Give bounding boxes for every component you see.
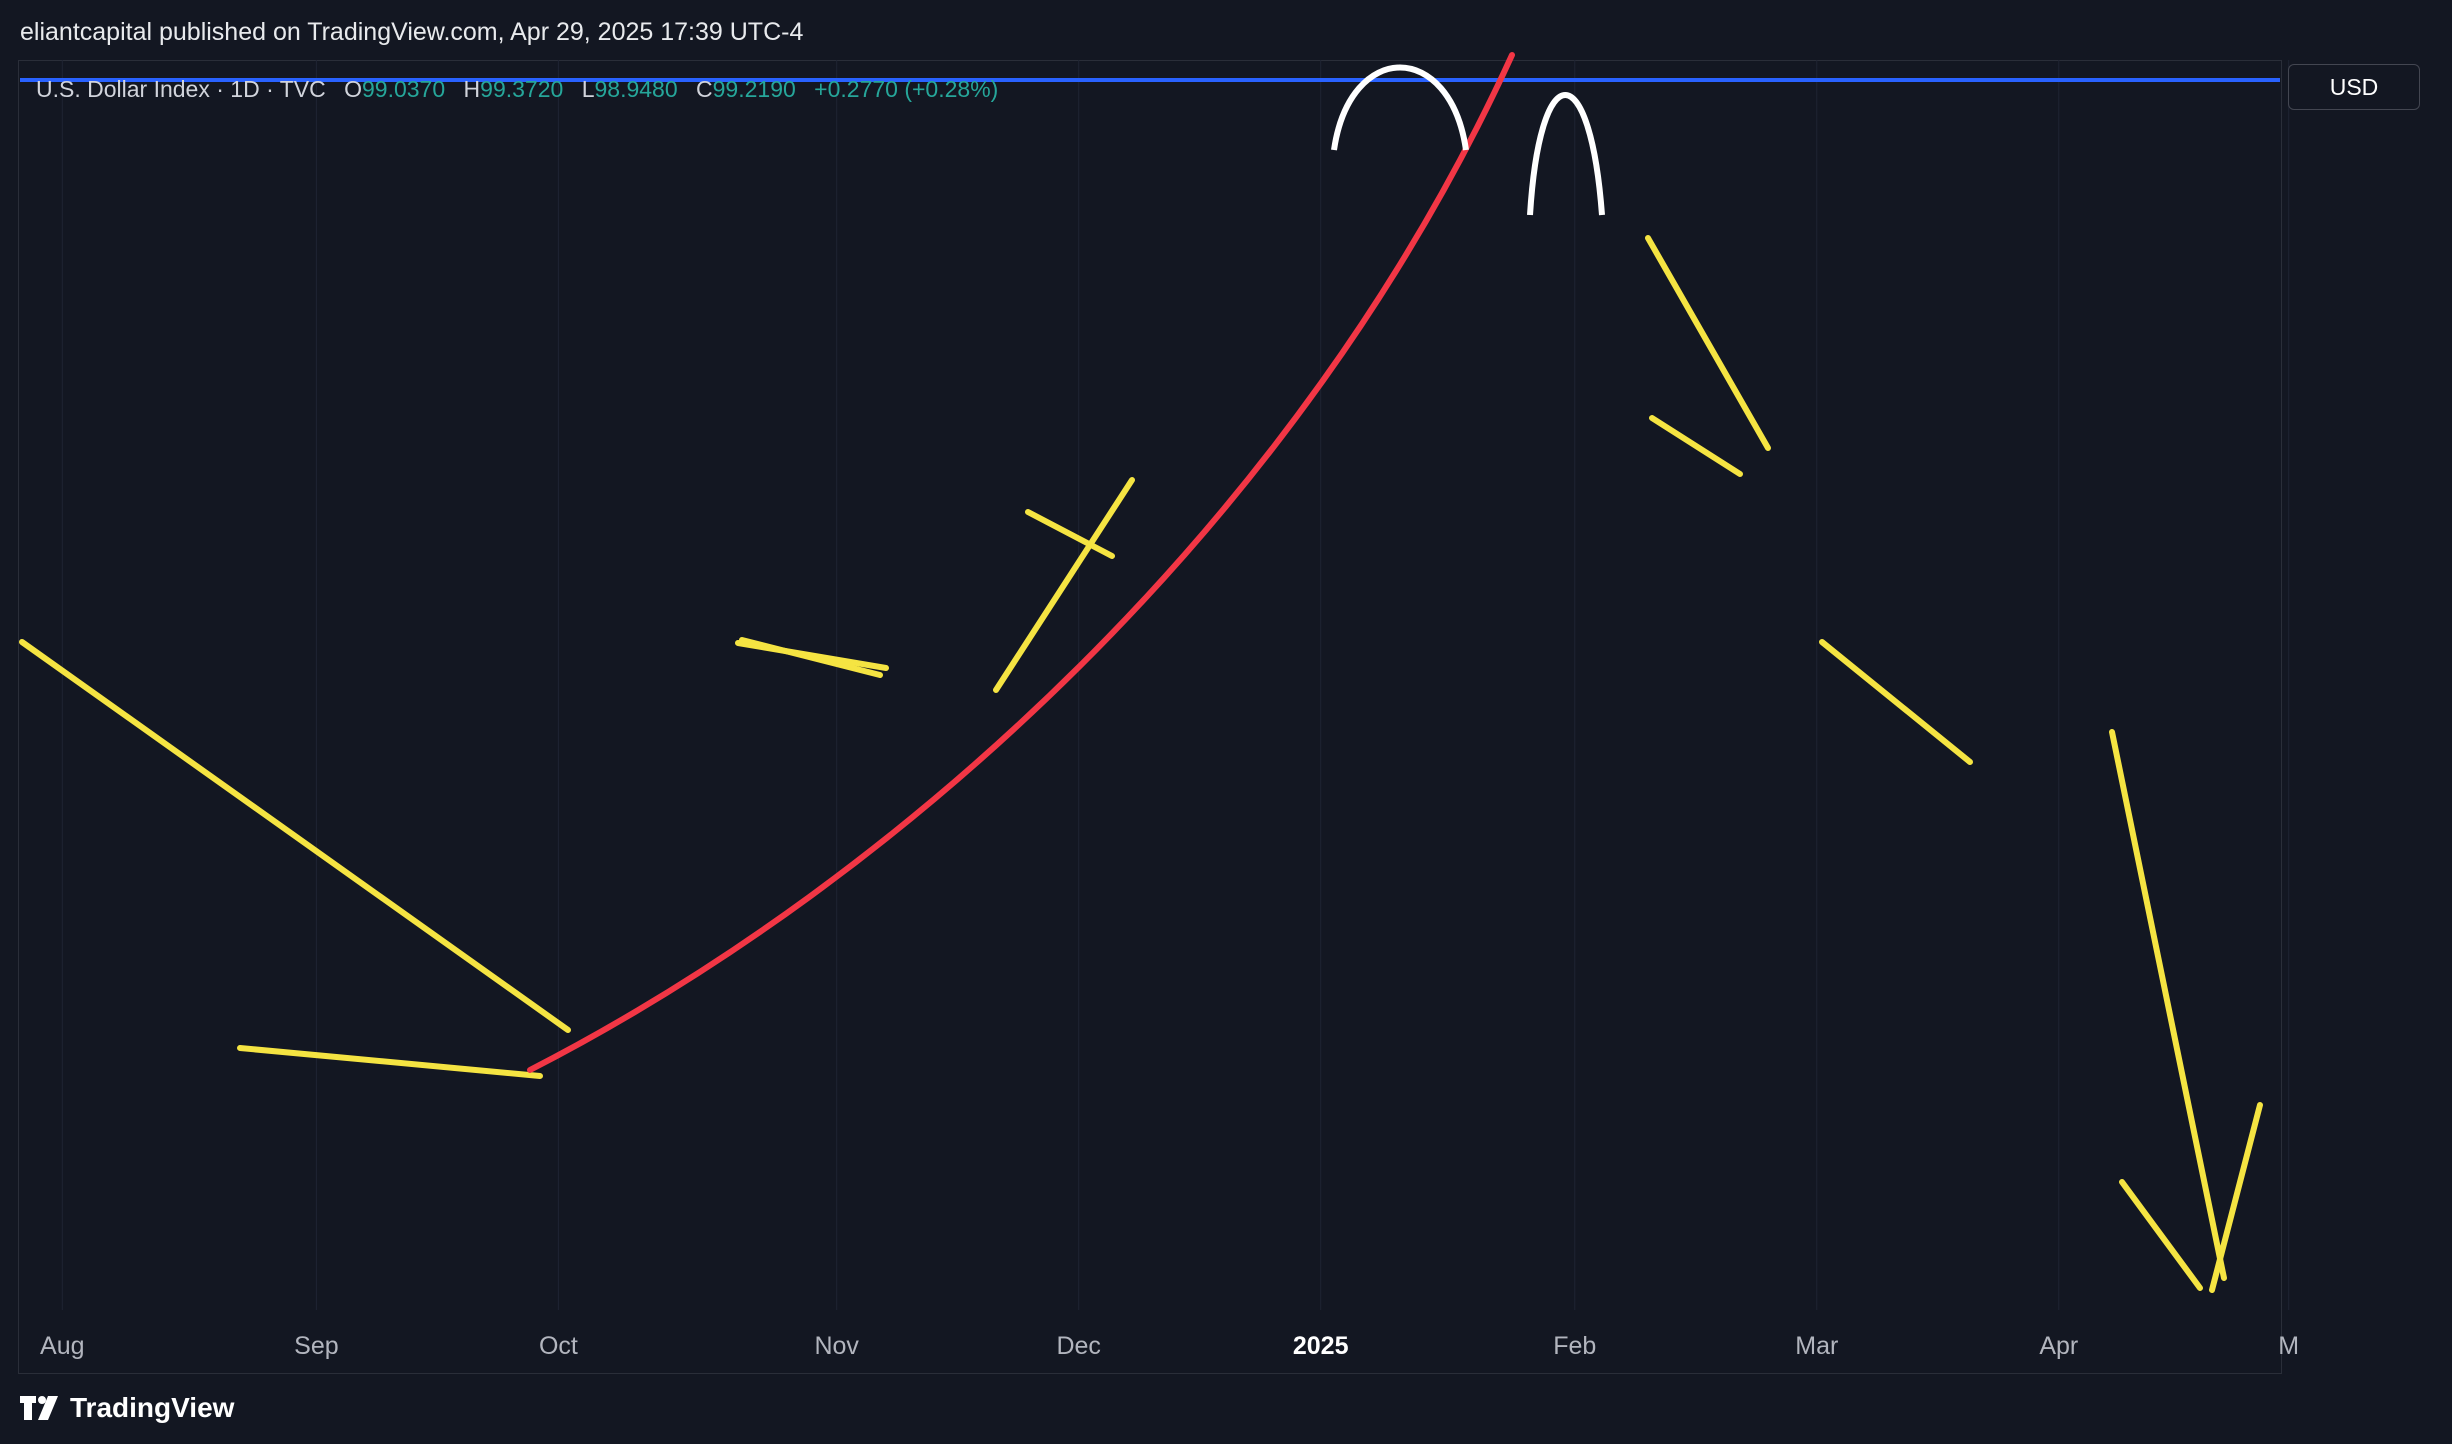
trendline (2119, 1179, 2203, 1291)
trendline (1819, 639, 1973, 765)
x-tick-label: Mar (1795, 1332, 1838, 1360)
publisher-caption: eliantcapital published on TradingView.c… (20, 18, 804, 46)
tradingview-brand: TradingView (70, 1392, 235, 1423)
trendline (739, 637, 883, 678)
tradingview-logo[interactable]: TradingView (20, 1392, 234, 1424)
trendline (19, 639, 571, 1033)
close-value: 99.2190 (712, 76, 796, 102)
low-value: 98.9480 (594, 76, 678, 102)
trendline (2209, 1102, 2263, 1293)
tradingview-logo-icon (20, 1396, 58, 1420)
open-value: 99.0370 (362, 76, 446, 102)
trendline (1645, 235, 1771, 451)
close-label: C (696, 76, 713, 102)
trendlines (19, 235, 2263, 1293)
trendline (1025, 509, 1115, 559)
rounding-arc (527, 52, 1515, 1073)
x-tick-label: Sep (294, 1332, 338, 1360)
high-value: 99.3720 (480, 76, 564, 102)
symbol-name: U.S. Dollar Index · 1D · TVC (36, 76, 326, 102)
currency-button[interactable]: USD (2288, 64, 2420, 110)
x-tick-label: M (2278, 1332, 2299, 1360)
x-tick-label: 2025 (1293, 1332, 1349, 1360)
trendline (2109, 729, 2227, 1281)
x-tick-label: Aug (40, 1332, 84, 1360)
change-value: +0.2770 (+0.28%) (814, 76, 999, 102)
trendline (237, 1045, 543, 1079)
x-tick-label: Oct (539, 1332, 578, 1360)
x-tick-label: Apr (2039, 1332, 2078, 1360)
grid (61, 60, 2290, 1310)
chart-pane[interactable] (18, 60, 2282, 1374)
x-axis: Aug Sep Oct Nov Dec 2025 Feb Mar Apr M (40, 1332, 2299, 1360)
price-chart[interactable]: 109.0000108.0000105.0000104.0000103.0000… (0, 0, 2452, 1380)
x-tick-label: Dec (1056, 1332, 1100, 1360)
trendline (1649, 415, 1743, 477)
x-tick-label: Feb (1553, 1332, 1596, 1360)
double-top-arch-right (1527, 92, 1605, 216)
double-top-arch-left (1331, 64, 1469, 151)
x-tick-label: Nov (814, 1332, 859, 1360)
trendline (993, 477, 1135, 693)
symbol-legend: U.S. Dollar Index · 1D · TVC O99.0370 H9… (36, 76, 998, 103)
low-label: L (581, 76, 595, 102)
open-label: O (344, 76, 362, 102)
high-label: H (463, 76, 481, 102)
